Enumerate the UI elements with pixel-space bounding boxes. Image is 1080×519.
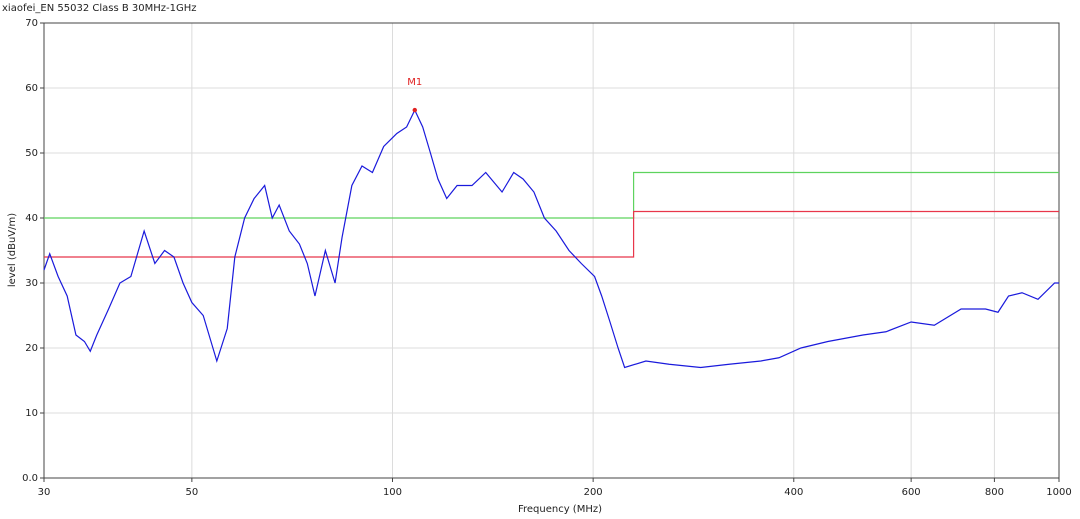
x-tick-label: 100	[383, 487, 402, 498]
y-tick-label: 60	[25, 83, 38, 94]
y-axis-label: level (dBuV/m)	[7, 213, 18, 287]
x-tick-label: 50	[185, 487, 198, 498]
x-axis-label: Frequency (MHz)	[518, 504, 602, 515]
marker-label: M1	[407, 77, 422, 88]
y-tick-label: 20	[25, 343, 38, 354]
x-tick-label: 1000	[1046, 487, 1071, 498]
x-tick-label: 30	[38, 487, 51, 498]
plot-frame	[43, 22, 1060, 479]
y-tick-label: 40	[25, 213, 38, 224]
x-tick-label: 800	[985, 487, 1004, 498]
marker-dot	[412, 107, 417, 113]
y-tick-label: 10	[25, 408, 38, 419]
y-tick-label: 0.0	[22, 473, 38, 484]
series-line	[43, 108, 1059, 369]
x-tick-label: 200	[584, 487, 603, 498]
x-tick-label: 600	[902, 487, 921, 498]
y-tick-label: 50	[25, 148, 38, 159]
series-line	[44, 171, 1059, 219]
chart-title: xiaofei_EN 55032 Class B 30MHz-1GHz	[2, 3, 197, 14]
x-tick-label: 400	[784, 487, 803, 498]
y-tick-label: 70	[25, 18, 38, 29]
y-tick-label: 30	[25, 278, 38, 289]
